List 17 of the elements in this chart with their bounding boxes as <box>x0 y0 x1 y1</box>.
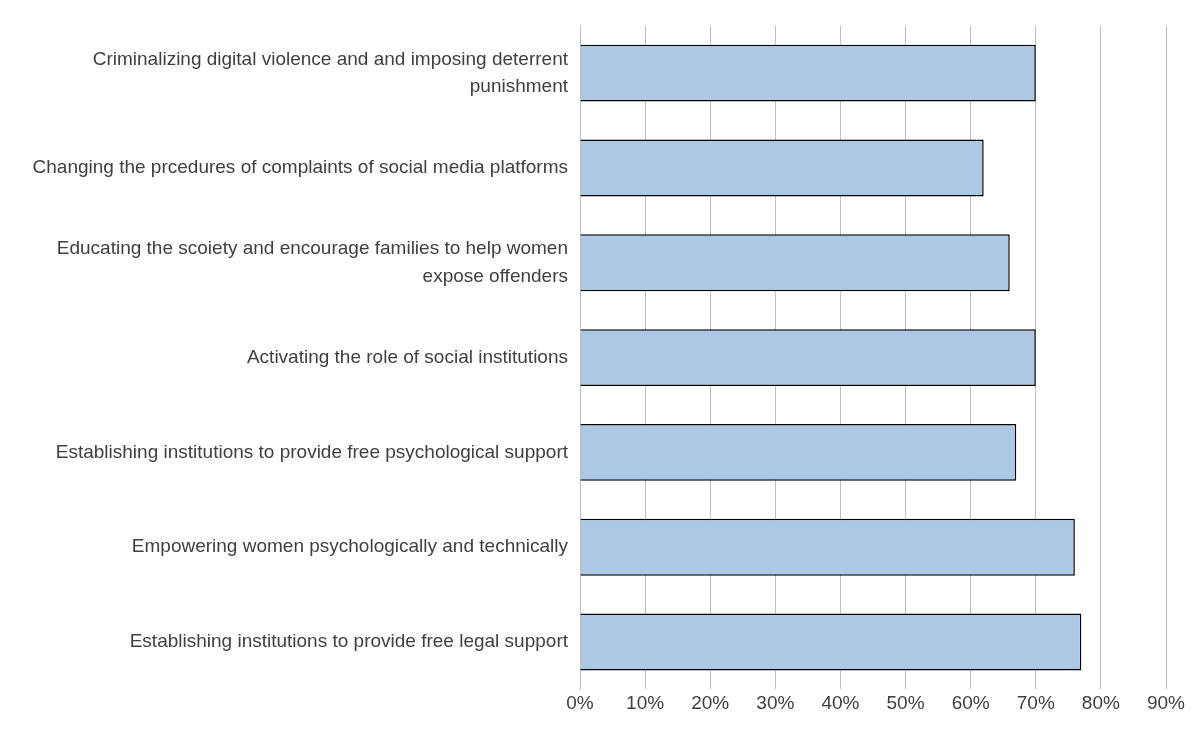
y-tick-label: Educating the scoiety and encourage families to help women expose offenders <box>56 237 568 286</box>
y-tick-label: Establishing institutions to provide free legal support <box>129 630 569 652</box>
x-tick-label: 20% <box>691 692 730 714</box>
x-tick-label: 30% <box>756 692 795 714</box>
y-tick-label: Changing the prcedures of complaints of social media platforms <box>32 156 568 178</box>
x-tick-label: 90% <box>1146 692 1186 714</box>
y-tick-label: Criminalizing digital violence and and imposing deterrent punishment <box>92 47 569 97</box>
x-tick-label: 50% <box>886 692 925 714</box>
x-tick-label: 10% <box>626 692 665 714</box>
y-tick-label: Empowering women psychologically and technically <box>131 535 569 557</box>
x-tick-label: 80% <box>1081 692 1121 714</box>
x-tick-label: 70% <box>1016 692 1055 714</box>
x-tick-label: 60% <box>951 692 990 714</box>
y-tick-label: Activating the role of social institutions <box>246 345 568 367</box>
y-tick-label: Establishing institutions to provide free psychological support <box>55 440 569 462</box>
x-tick-label: 40% <box>821 692 860 714</box>
x-tick-label: 0% <box>566 692 594 714</box>
